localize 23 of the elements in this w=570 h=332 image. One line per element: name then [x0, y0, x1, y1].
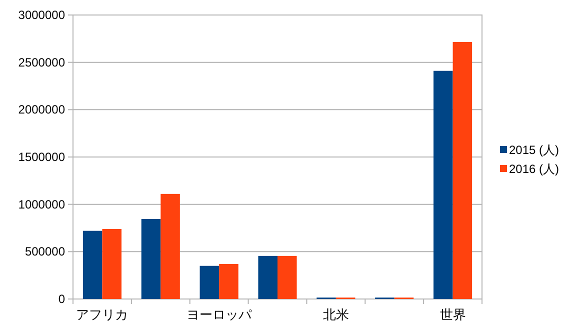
y-tick-label: 0 — [58, 292, 66, 306]
bar — [452, 42, 472, 299]
bar — [278, 256, 297, 299]
y-tick-label: 500000 — [24, 244, 66, 259]
bar — [82, 230, 102, 299]
legend-label: 2015 (人) — [509, 143, 560, 157]
bar — [258, 256, 278, 299]
x-tick-label: アフリカ — [76, 307, 128, 322]
bar — [102, 228, 122, 299]
y-tick-label: 3000000 — [18, 8, 66, 22]
x-tick-label: 世界 — [440, 307, 466, 322]
y-tick-label: 1000000 — [18, 197, 66, 212]
y-tick-label: 1500000 — [18, 150, 66, 164]
x-tick-label: 北米 — [322, 307, 349, 322]
bar — [160, 194, 180, 299]
bar — [219, 264, 238, 299]
bar — [434, 70, 453, 299]
legend-label: 2016 (人) — [509, 162, 560, 176]
bar — [141, 219, 161, 299]
y-tick-label: 2000000 — [18, 102, 66, 117]
bar — [200, 266, 220, 299]
x-tick-label: ヨーロッパ — [186, 307, 253, 322]
y-tick-label: 2500000 — [18, 55, 66, 70]
